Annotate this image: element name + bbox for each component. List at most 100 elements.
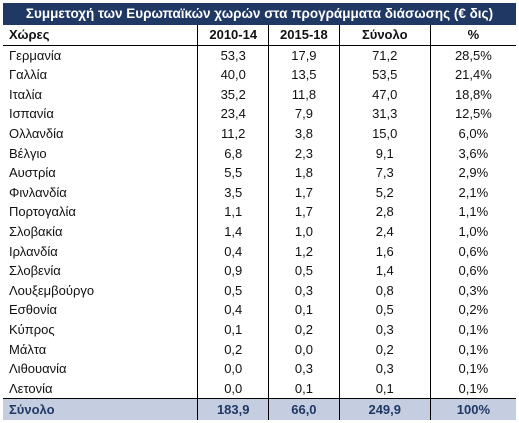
value-2015-18: 1,2 — [268, 241, 340, 262]
value-total: 5,2 — [338, 182, 431, 203]
value-total: 0,8 — [338, 280, 431, 301]
value-2015-18: 0,1 — [268, 378, 340, 399]
value-percent: 0,1% — [429, 359, 516, 379]
total-2015-18: 66,0 — [268, 398, 340, 421]
table-row: Λιθουανία 0,0 0,3 0,3 0,1% — [3, 359, 516, 379]
table-row: Σλοβενία 0,9 0,5 1,4 0,6% — [3, 261, 516, 281]
country-name: Βέλγιο — [9, 145, 47, 161]
value-total: 0,1 — [338, 378, 431, 399]
value-2015-18: 0,3 — [268, 280, 340, 301]
value-2010-14: 3,5 — [197, 182, 269, 203]
value-percent: 2,9% — [429, 163, 516, 183]
table-row: Πορτογαλία 1,1 1,7 2,8 1,1% — [3, 202, 516, 222]
value-2015-18: 1,7 — [268, 202, 340, 222]
header-2010-14: 2010-14 — [197, 25, 269, 46]
value-2015-18: 0,1 — [268, 300, 340, 320]
value-2015-18: 3,8 — [268, 123, 340, 144]
value-percent: 0,1% — [429, 319, 516, 340]
value-total: 71,2 — [338, 45, 431, 66]
value-percent: 0,6% — [429, 261, 516, 281]
value-percent: 0,2% — [429, 300, 516, 320]
value-total: 1,4 — [338, 261, 431, 281]
value-total: 53,5 — [338, 65, 431, 85]
value-total: 15,0 — [338, 123, 431, 144]
header-2015-18: 2015-18 — [268, 25, 340, 46]
header-countries: Χώρες — [3, 25, 198, 46]
value-2015-18: 17,9 — [268, 45, 340, 66]
total-label: Σύνολο — [3, 398, 198, 421]
value-2010-14: 0,1 — [197, 319, 269, 340]
table-row: Σλοβακία 1,4 1,0 2,4 1,0% — [3, 221, 516, 242]
value-2015-18: 1,0 — [268, 221, 340, 242]
value-total: 0,3 — [338, 359, 431, 379]
value-2015-18: 1,7 — [268, 182, 340, 203]
table-container: Συμμετοχή των Ευρωπαϊκών χωρών στα προγρ… — [3, 3, 516, 421]
value-2015-18: 11,8 — [268, 84, 340, 105]
table-title: Συμμετοχή των Ευρωπαϊκών χωρών στα προγρ… — [3, 3, 516, 25]
value-percent: 6,0% — [429, 123, 516, 144]
value-2010-14: 53,3 — [197, 45, 269, 66]
table-row: Λουξεμβούργο 0,5 0,3 0,8 0,3% — [3, 280, 516, 301]
value-2015-18: 13,5 — [268, 65, 340, 85]
value-percent: 2,1% — [429, 182, 516, 203]
value-total: 2,4 — [338, 221, 431, 242]
value-2015-18: 0,2 — [268, 319, 340, 340]
value-2010-14: 23,4 — [197, 104, 269, 124]
country-name: Ισπανία — [9, 106, 54, 122]
value-percent: 0,6% — [429, 241, 516, 262]
country-name: Ιρλανδία — [9, 243, 58, 259]
value-total: 31,3 — [338, 104, 431, 124]
total-row: Σύνολο 183,9 66,0 249,9 100% — [3, 398, 516, 421]
value-percent: 18,8% — [429, 84, 516, 105]
value-2010-14: 0,4 — [197, 300, 269, 320]
country-name: Γερμανία — [9, 47, 62, 63]
country-name: Λιθουανία — [9, 361, 67, 377]
table-row: Εσθονία 0,4 0,1 0,5 0,2% — [3, 300, 516, 320]
value-2015-18: 2,3 — [268, 143, 340, 164]
country-name: Σλοβενία — [9, 263, 61, 279]
value-percent: 1,0% — [429, 221, 516, 242]
value-2010-14: 0,9 — [197, 261, 269, 281]
value-total: 0,5 — [338, 300, 431, 320]
value-percent: 0,3% — [429, 280, 516, 301]
country-name: Κύπρος — [9, 321, 55, 337]
value-total: 7,3 — [338, 163, 431, 183]
country-name: Σλοβακία — [9, 223, 63, 239]
table-row: Ιρλανδία 0,4 1,2 1,6 0,6% — [3, 241, 516, 262]
value-2015-18: 1,8 — [268, 163, 340, 183]
value-total: 1,6 — [338, 241, 431, 262]
table-row: Λετονία 0,0 0,1 0,1 0,1% — [3, 378, 516, 399]
value-total: 0,3 — [338, 319, 431, 340]
value-percent: 0,1% — [429, 378, 516, 399]
value-2010-14: 5,5 — [197, 163, 269, 183]
total-percent: 100% — [429, 398, 516, 421]
value-total: 2,8 — [338, 202, 431, 222]
value-2010-14: 40,0 — [197, 65, 269, 85]
value-percent: 3,6% — [429, 143, 516, 164]
total-2010-14: 183,9 — [197, 398, 269, 421]
table-row: Αυστρία 5,5 1,8 7,3 2,9% — [3, 163, 516, 183]
country-name: Φινλανδία — [9, 184, 67, 200]
bailout-table: Συμμετοχή των Ευρωπαϊκών χωρών στα προγρ… — [3, 3, 516, 421]
table-row: Μάλτα 0,2 0,0 0,2 0,1% — [3, 339, 516, 360]
value-percent: 21,4% — [429, 65, 516, 85]
value-total: 47,0 — [338, 84, 431, 105]
country-name: Πορτογαλία — [9, 204, 76, 220]
value-2010-14: 6,8 — [197, 143, 269, 164]
value-2010-14: 0,0 — [197, 378, 269, 399]
country-name: Λουξεμβούργο — [9, 282, 95, 298]
value-2010-14: 0,0 — [197, 359, 269, 379]
value-total: 0,2 — [338, 339, 431, 360]
value-2015-18: 0,5 — [268, 261, 340, 281]
country-name: Ολλανδία — [9, 125, 64, 141]
country-name: Λετονία — [9, 380, 53, 396]
title-row: Συμμετοχή των Ευρωπαϊκών χωρών στα προγρ… — [3, 3, 516, 25]
value-percent: 0,1% — [429, 339, 516, 360]
table-row: Φινλανδία 3,5 1,7 5,2 2,1% — [3, 182, 516, 203]
table-row: Ολλανδία 11,2 3,8 15,0 6,0% — [3, 123, 516, 144]
table-row: Ισπανία 23,4 7,9 31,3 12,5% — [3, 104, 516, 124]
table-row: Κύπρος 0,1 0,2 0,3 0,1% — [3, 319, 516, 340]
country-name: Αυστρία — [9, 165, 56, 181]
value-total: 9,1 — [338, 143, 431, 164]
table-row: Γαλλία 40,0 13,5 53,5 21,4% — [3, 65, 516, 85]
